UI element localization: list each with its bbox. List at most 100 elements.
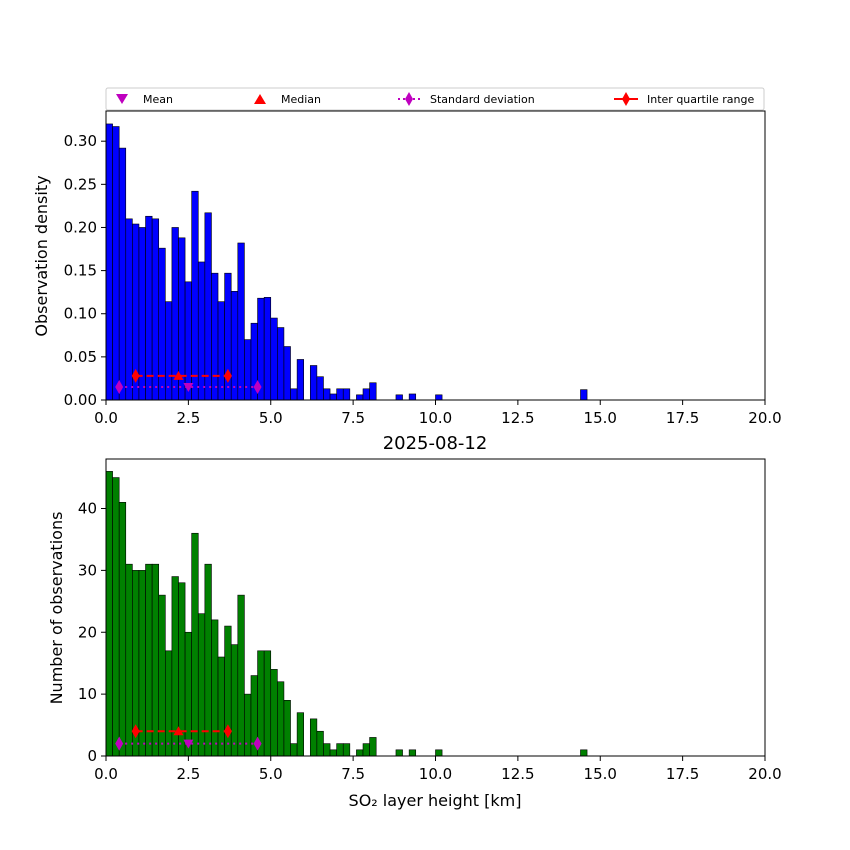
histogram-bar bbox=[580, 749, 588, 757]
density-y-axis-label: Observation density bbox=[32, 175, 51, 336]
histogram-bar bbox=[362, 388, 370, 401]
x-tick-label: 2.5 bbox=[176, 765, 200, 783]
legend-item-std: Standard deviation bbox=[398, 92, 535, 106]
std-deviation-marker bbox=[253, 380, 262, 395]
triangle-up-icon bbox=[254, 94, 266, 104]
y-tick-label: 0.05 bbox=[64, 348, 97, 366]
density-bars bbox=[105, 123, 588, 401]
x-tick-label: 5.0 bbox=[259, 765, 283, 783]
x-tick-label: 10.0 bbox=[419, 409, 452, 427]
x-tick-label: 5.0 bbox=[259, 409, 283, 427]
histogram-bar bbox=[125, 563, 133, 757]
histogram-bar bbox=[165, 301, 173, 401]
histogram-bar bbox=[230, 644, 239, 757]
histogram-bar bbox=[270, 317, 278, 401]
histogram-bar bbox=[138, 570, 146, 757]
histogram-bar bbox=[151, 563, 160, 757]
y-tick-label: 0.15 bbox=[64, 262, 97, 280]
counts-bars bbox=[105, 471, 588, 757]
histogram-bar bbox=[125, 218, 133, 401]
histogram-bar bbox=[329, 393, 337, 401]
counts-y-axis-label: Number of observations bbox=[47, 512, 66, 705]
x-tick-label: 7.5 bbox=[341, 765, 365, 783]
histogram-bar bbox=[290, 743, 298, 757]
y-tick-label: 0.25 bbox=[64, 175, 97, 193]
diamond-icon bbox=[405, 92, 413, 106]
counts-stat-markers bbox=[115, 724, 262, 751]
histogram-bar bbox=[296, 712, 304, 757]
histogram-bar bbox=[283, 700, 291, 757]
histogram-bar bbox=[435, 749, 443, 757]
x-tick-label: 12.5 bbox=[501, 765, 534, 783]
x-tick-label: 20.0 bbox=[748, 765, 781, 783]
histogram-bar bbox=[356, 394, 364, 401]
std-deviation-marker bbox=[115, 736, 124, 751]
histogram-bar bbox=[369, 382, 377, 401]
x-tick-label: 2.5 bbox=[176, 409, 200, 427]
histogram-bar bbox=[197, 261, 206, 401]
histogram-bar bbox=[138, 227, 146, 401]
histogram-bar bbox=[362, 743, 370, 757]
histogram-bar bbox=[211, 619, 219, 757]
histogram-bar bbox=[336, 743, 344, 757]
histogram-bar bbox=[270, 669, 278, 757]
histogram-bar bbox=[395, 394, 403, 401]
y-tick-label: 0 bbox=[87, 747, 97, 765]
iqr-marker bbox=[131, 368, 140, 383]
legend-label-mean: Mean bbox=[143, 93, 173, 106]
histogram-bar bbox=[112, 126, 120, 401]
histogram-bar bbox=[283, 346, 291, 401]
histogram-bar bbox=[191, 532, 199, 757]
histogram-bar bbox=[309, 718, 318, 757]
counts-x-ticks: 0.0 2.5 5.0 7.5 10.0 12.5 15.0 17.5 20.0 bbox=[94, 756, 782, 783]
x-tick-label: 12.5 bbox=[501, 409, 534, 427]
histogram-bar bbox=[118, 147, 127, 401]
histogram-bar bbox=[296, 359, 304, 401]
histogram-bar bbox=[395, 749, 403, 757]
histogram-bar bbox=[204, 563, 212, 757]
median-marker bbox=[173, 370, 184, 380]
histogram-bar bbox=[580, 389, 588, 401]
legend-label-iqr: Inter quartile range bbox=[647, 93, 754, 106]
mean-marker bbox=[183, 739, 194, 749]
y-tick-label: 0.00 bbox=[64, 391, 97, 409]
x-tick-label: 0.0 bbox=[94, 765, 118, 783]
y-tick-label: 20 bbox=[78, 623, 97, 641]
histogram-bar bbox=[165, 650, 173, 757]
histogram-bar bbox=[217, 301, 225, 401]
legend: Mean Median Standard deviation Inter qua… bbox=[105, 87, 765, 111]
histogram-bar bbox=[191, 190, 199, 401]
y-tick-label: 30 bbox=[78, 561, 97, 579]
histogram-bar bbox=[184, 281, 192, 401]
histogram-bar bbox=[342, 388, 351, 401]
histogram-bar bbox=[290, 388, 298, 401]
histogram-bar bbox=[408, 393, 417, 401]
histogram-bar bbox=[105, 471, 113, 757]
triangle-down-icon bbox=[116, 94, 128, 104]
histogram-bar bbox=[356, 749, 364, 757]
x-tick-label: 7.5 bbox=[341, 409, 365, 427]
histogram-bar bbox=[263, 650, 272, 757]
histogram-bar bbox=[118, 502, 127, 757]
counts-title: 2025-08-12 bbox=[383, 433, 488, 454]
x-tick-label: 15.0 bbox=[584, 765, 617, 783]
histogram-bar bbox=[244, 693, 252, 757]
histogram-bar bbox=[204, 212, 212, 401]
histogram-bar bbox=[316, 376, 324, 401]
iqr-marker bbox=[223, 724, 232, 739]
histogram-bar bbox=[145, 563, 153, 757]
iqr-marker bbox=[131, 724, 140, 739]
histogram-bar bbox=[158, 247, 166, 401]
x-tick-label: 10.0 bbox=[419, 765, 452, 783]
legend-item-iqr: Inter quartile range bbox=[614, 92, 754, 106]
x-tick-label: 20.0 bbox=[748, 409, 781, 427]
histogram-bar bbox=[309, 365, 318, 401]
histogram-bar bbox=[112, 477, 120, 757]
histogram-bar bbox=[151, 218, 160, 401]
histogram-bar bbox=[197, 613, 206, 757]
histogram-bar bbox=[145, 215, 153, 401]
counts-panel: 2025-08-12 0.0 2.5 5.0 7.5 10.0 12.5 15.0 17.5 2… bbox=[47, 433, 782, 810]
histogram-bar bbox=[323, 743, 331, 757]
